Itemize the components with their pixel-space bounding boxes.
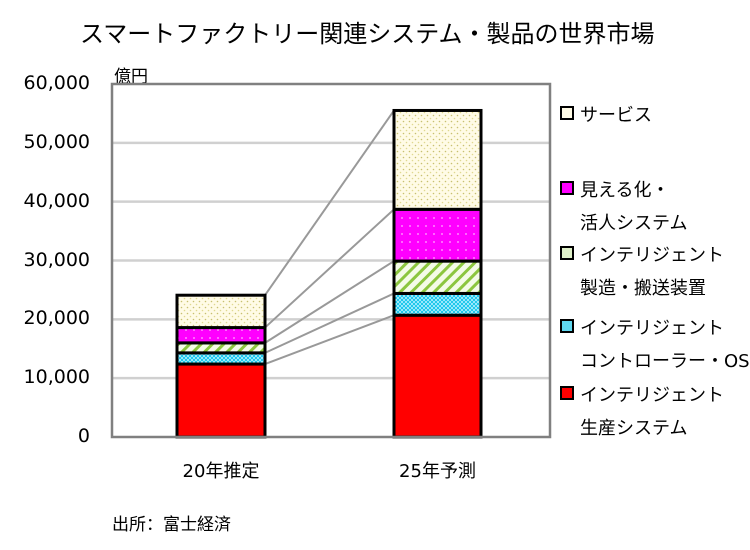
series-line bbox=[264, 314, 395, 365]
bar-segment bbox=[175, 293, 267, 330]
legend-label: インテリジェント bbox=[580, 318, 724, 339]
x-tick-label: 20年推定 bbox=[182, 461, 260, 482]
legend-label-line2: 製造・搬送装置 bbox=[580, 278, 706, 299]
x-tick-label: 25年予測 bbox=[399, 461, 476, 482]
y-tick-label: 10,000 bbox=[23, 366, 90, 389]
y-tick-label: 20,000 bbox=[23, 307, 90, 330]
y-tick-label: 30,000 bbox=[23, 248, 90, 271]
y-tick-label: 40,000 bbox=[23, 189, 90, 212]
legend-swatch bbox=[560, 319, 574, 333]
legend-swatch bbox=[560, 246, 574, 260]
y-tick-label: 60,000 bbox=[23, 72, 90, 94]
legend-label-line2: 活人システム bbox=[580, 213, 688, 234]
y-axis-unit: 億円 bbox=[114, 67, 148, 87]
source-note: 出所：富士経済 bbox=[112, 515, 231, 535]
bar-segment bbox=[392, 313, 483, 439]
series-line bbox=[264, 292, 395, 354]
plot-border bbox=[110, 82, 552, 439]
y-tick-label: 50,000 bbox=[23, 130, 90, 153]
legend-label: 見える化・ bbox=[580, 180, 670, 201]
bar-segment bbox=[175, 351, 267, 366]
series-line bbox=[264, 208, 395, 329]
bar-segment bbox=[175, 326, 267, 345]
bar-segment bbox=[175, 341, 267, 355]
series-line bbox=[264, 109, 395, 296]
bar-segment bbox=[392, 108, 483, 211]
legend-swatch bbox=[560, 181, 574, 195]
chart-title: スマートファクトリー関連システム・製品の世界市場 bbox=[80, 20, 655, 48]
series-line bbox=[264, 260, 395, 344]
bar-segment bbox=[175, 362, 267, 439]
bar-segment bbox=[392, 207, 483, 263]
legend-label: インテリジェント bbox=[580, 385, 724, 406]
legend-swatch bbox=[560, 106, 574, 120]
legend-label: インテリジェント bbox=[580, 245, 724, 266]
legend-label: サービス bbox=[580, 105, 652, 126]
bar-segment bbox=[392, 259, 483, 295]
bar-segment bbox=[392, 291, 483, 317]
y-tick-label: 0 bbox=[77, 425, 90, 447]
legend-swatch bbox=[560, 386, 574, 400]
legend-label-line2: 生産システム bbox=[580, 418, 688, 439]
legend-label-line2: コントローラー・OS bbox=[580, 351, 750, 372]
